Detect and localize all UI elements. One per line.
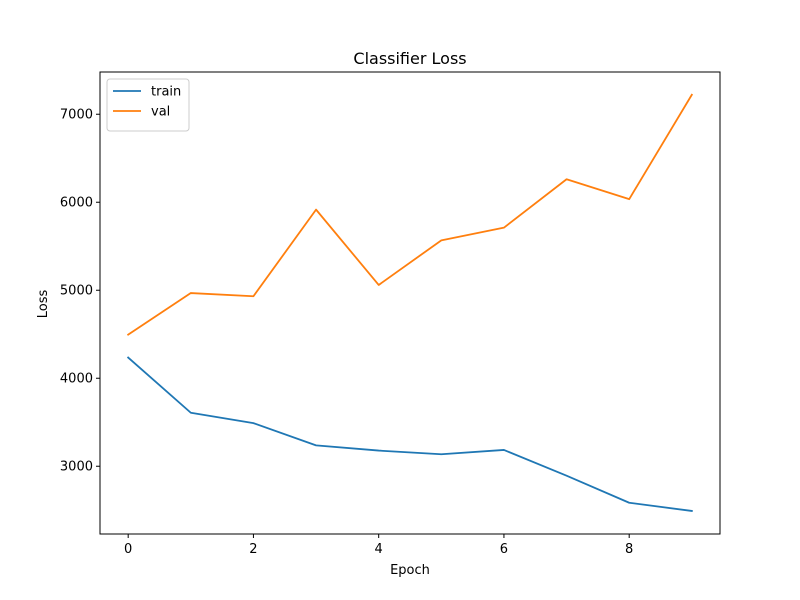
x-tick-label: 2 [249, 542, 257, 557]
x-tick-label: 0 [124, 542, 132, 557]
series-line-val [126, 93, 694, 336]
y-tick-label: 5000 [60, 284, 93, 299]
x-axis-label: Epoch [390, 563, 430, 578]
plot-area: 0 2 4 6 8 3000 4000 5000 6000 7000 train val [60, 71, 721, 557]
y-axis-label: Loss [36, 290, 51, 319]
y-tick-label: 7000 [60, 108, 93, 123]
x-tick-label: 4 [375, 542, 383, 557]
legend-label-val: val [151, 105, 170, 120]
legend-label-train: train [151, 85, 181, 100]
axes-frame [99, 71, 721, 535]
legend-box [106, 78, 190, 132]
y-tick-label: 6000 [60, 196, 93, 211]
series-line-train [126, 356, 693, 512]
y-tick-label: 4000 [60, 372, 93, 387]
x-tick-label: 8 [625, 542, 633, 557]
chart-title: Classifier Loss [353, 49, 466, 68]
y-tick-label: 3000 [60, 460, 93, 475]
x-tick-label: 6 [500, 542, 508, 557]
